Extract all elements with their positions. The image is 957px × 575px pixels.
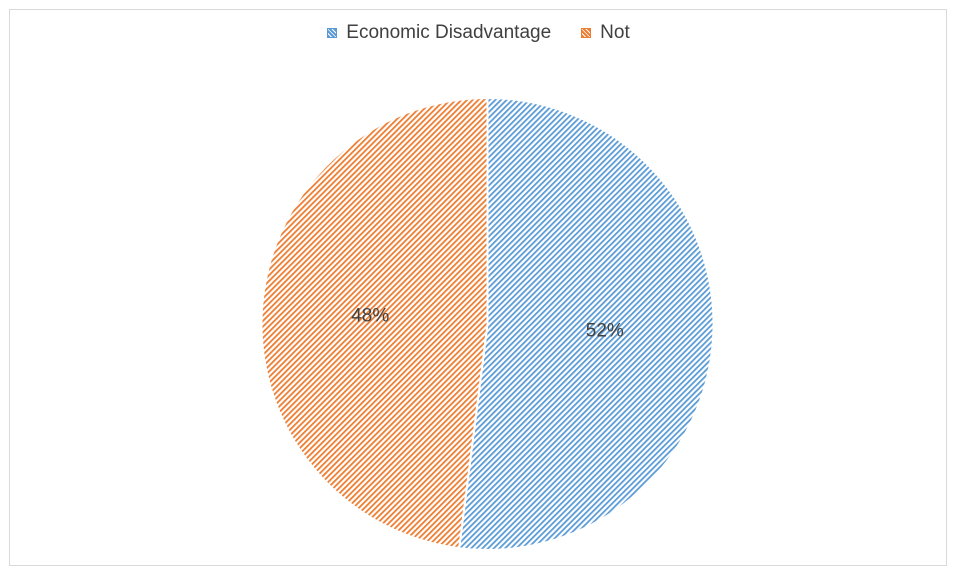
- pie-data-labels: 52% 48%: [351, 306, 624, 342]
- pie-slice-economic-disadvantage: [458, 96, 715, 551]
- pie-slice-not: [260, 96, 489, 550]
- legend-item-not: Not: [581, 22, 630, 44]
- legend: Economic Disadvantage Not: [0, 22, 957, 44]
- legend-swatch-economic-disadvantage: [327, 28, 338, 38]
- legend-label-not: Not: [600, 22, 630, 43]
- legend-swatch-not: [581, 28, 592, 38]
- pie-data-label-economic-disadvantage: 52%: [586, 320, 624, 341]
- pie-slices: [260, 96, 715, 551]
- pie-data-label-not: 48%: [351, 306, 389, 327]
- legend-item-economic-disadvantage: Economic Disadvantage: [327, 22, 551, 44]
- legend-label-economic-disadvantage: Economic Disadvantage: [346, 22, 552, 43]
